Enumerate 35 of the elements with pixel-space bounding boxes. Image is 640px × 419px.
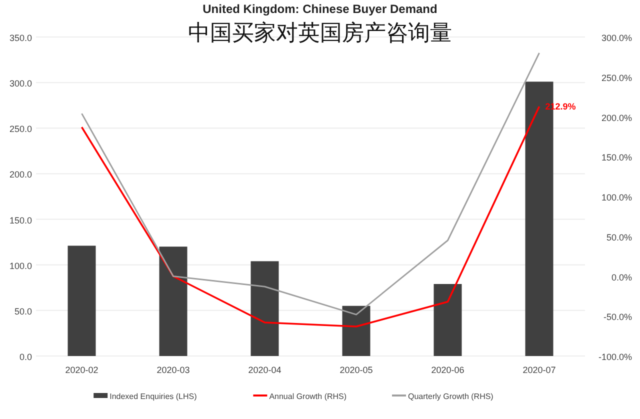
bar [342,306,370,356]
bar [68,246,96,356]
y2-tick-label: 200.0% [601,112,632,123]
y-tick-label: 350.0 [9,33,32,43]
line-series [81,52,540,316]
y-tick-label: 100.0 [9,260,32,271]
bar [434,284,462,356]
y-tick-label: 200.0 [9,170,32,180]
y-tick-label: 50.0 [14,306,32,316]
y2-tick-label: 150.0% [601,152,632,163]
chart-subtitle: 中国买家对英国房产咨询量 [188,20,452,45]
y2-tick-label: 300.0% [601,33,632,43]
x-tick-label: 2020-07 [522,365,556,375]
y-tick-label: 150.0 [9,215,32,226]
x-tick-label: 2020-06 [431,365,464,375]
bar [250,261,279,356]
x-tick-label: 2020-05 [340,365,373,375]
x-tick-label: 2020-03 [156,365,190,375]
y2-tick-label: 50.0% [606,232,632,242]
x-tick-label: 2020-04 [248,365,282,375]
x-tick-label: 2020-02 [65,365,98,375]
y2-tick-label: -100.0% [598,352,632,362]
line-series [80,106,540,328]
y2-tick-label: 250.0% [601,72,632,83]
legend-label: Quarterly Growth (RHS) [408,392,494,401]
chart-title: United Kingdom: Chinese Buyer Demand [202,2,438,16]
legend-label: Indexed Enquiries (LHS) [110,392,198,401]
y-tick-label: 0.0 [19,352,32,362]
y-tick-label: 250.0 [9,124,32,134]
bar [159,246,188,356]
legend-label: Annual Growth (RHS) [269,392,347,401]
y2-tick-label: 100.0% [601,192,632,202]
y2-tick-label: 0.0% [611,272,632,282]
y2-tick-label: -50.0% [603,312,632,322]
y-tick-label: 300.0 [9,78,32,89]
